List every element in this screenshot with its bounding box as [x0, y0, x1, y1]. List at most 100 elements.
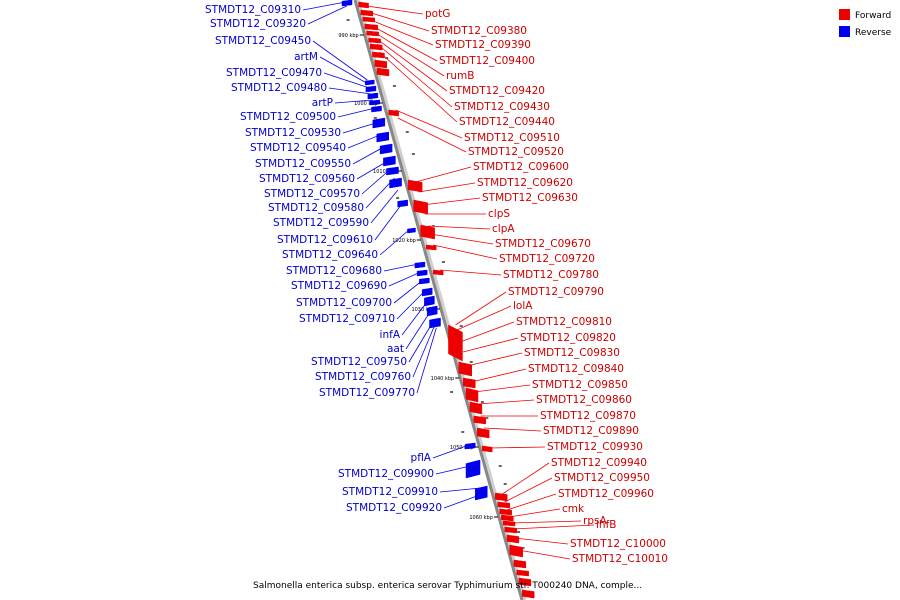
forward-gene-label[interactable]: STMDT12_C09950 — [554, 472, 650, 484]
reverse-gene-label[interactable]: STMDT12_C09500 — [240, 111, 336, 123]
reverse-gene-label[interactable]: infA — [380, 329, 401, 341]
forward-gene-label[interactable]: STMDT12_C09670 — [495, 238, 591, 250]
reverse-gene-label[interactable]: artM — [294, 51, 318, 63]
forward-gene-label[interactable]: STMDT12_C09890 — [543, 425, 639, 437]
reverse-gene[interactable] — [429, 317, 441, 329]
reverse-gene-label[interactable]: STMDT12_C09470 — [226, 67, 322, 79]
reverse-gene[interactable] — [424, 295, 435, 307]
forward-gene-label[interactable]: ihfB — [596, 519, 616, 531]
forward-gene[interactable] — [425, 244, 437, 251]
reverse-gene[interactable] — [372, 117, 386, 129]
forward-gene-label[interactable]: clpS — [488, 208, 510, 220]
forward-gene[interactable] — [388, 109, 399, 117]
forward-gene[interactable] — [420, 224, 435, 240]
forward-gene[interactable] — [360, 9, 374, 17]
forward-gene[interactable] — [374, 59, 387, 69]
gene-labels[interactable]: potG STMDT12_C09380 STMDT12_C09390 STMDT12_… — [205, 4, 668, 565]
forward-gene[interactable] — [432, 269, 444, 276]
forward-gene-label[interactable]: STMDT12_C09520 — [468, 146, 564, 158]
forward-gene[interactable] — [521, 589, 535, 599]
reverse-gene[interactable] — [386, 166, 399, 176]
forward-gene-label[interactable]: STMDT12_C09400 — [439, 55, 535, 67]
forward-gene[interactable] — [509, 544, 523, 558]
reverse-gene[interactable] — [421, 287, 433, 297]
forward-gene[interactable] — [358, 1, 369, 9]
forward-gene[interactable] — [506, 534, 520, 544]
reverse-gene-label[interactable]: STMDT12_C09900 — [338, 468, 434, 480]
reverse-gene[interactable] — [365, 79, 375, 86]
gene-arrows[interactable] — [341, 0, 535, 599]
reverse-gene-label[interactable]: STMDT12_C09560 — [259, 173, 355, 185]
reverse-gene-label[interactable]: STMDT12_C09640 — [282, 249, 378, 261]
forward-gene[interactable] — [502, 520, 516, 527]
reverse-gene[interactable] — [416, 269, 428, 277]
forward-gene-label[interactable]: STMDT12_C09380 — [431, 25, 527, 37]
reverse-gene-label[interactable]: STMDT12_C09310 — [205, 4, 301, 16]
forward-gene-label[interactable]: STMDT12_C10000 — [570, 538, 666, 550]
reverse-gene[interactable] — [407, 227, 416, 234]
reverse-gene-label[interactable]: artP — [312, 97, 333, 109]
forward-gene[interactable] — [497, 501, 510, 509]
forward-gene[interactable] — [494, 492, 508, 502]
reverse-gene-label[interactable]: STMDT12_C09540 — [250, 142, 346, 154]
reverse-gene-label[interactable]: STMDT12_C09920 — [346, 502, 442, 514]
reverse-gene[interactable] — [414, 261, 426, 269]
reverse-gene[interactable] — [365, 85, 377, 93]
reverse-gene-label[interactable]: STMDT12_C09530 — [245, 127, 341, 139]
forward-gene-label[interactable]: STMDT12_C09620 — [477, 177, 573, 189]
forward-gene-label[interactable]: STMDT12_C09510 — [464, 132, 560, 144]
forward-gene[interactable] — [499, 508, 512, 516]
reverse-gene[interactable] — [379, 143, 393, 155]
reverse-gene-label[interactable]: STMDT12_C09570 — [264, 188, 360, 200]
forward-gene-label[interactable]: STMDT12_C09850 — [532, 379, 628, 391]
forward-gene-label[interactable]: STMDT12_C10010 — [572, 553, 668, 565]
forward-gene-label[interactable]: STMDT12_C09820 — [520, 332, 616, 344]
reverse-gene-label[interactable]: STMDT12_C09690 — [291, 280, 387, 292]
forward-gene[interactable] — [518, 577, 532, 587]
reverse-gene-label[interactable]: STMDT12_C09590 — [273, 217, 369, 229]
forward-gene[interactable] — [476, 427, 490, 439]
forward-gene-label[interactable]: rumB — [446, 70, 474, 82]
reverse-gene-label[interactable]: STMDT12_C09760 — [315, 371, 411, 383]
reverse-gene-label[interactable]: STMDT12_C09770 — [319, 387, 415, 399]
reverse-gene-label[interactable]: STMDT12_C09910 — [342, 486, 438, 498]
reverse-gene[interactable] — [389, 177, 402, 189]
reverse-gene-label[interactable]: STMDT12_C09450 — [215, 35, 311, 47]
reverse-gene-label[interactable]: aat — [387, 343, 404, 355]
reverse-gene-label[interactable]: STMDT12_C09680 — [286, 265, 382, 277]
forward-gene[interactable] — [366, 30, 379, 37]
forward-gene[interactable] — [516, 569, 529, 577]
forward-gene-label[interactable]: STMDT12_C09630 — [482, 192, 578, 204]
reverse-gene-label[interactable]: pflA — [411, 452, 432, 464]
forward-gene-label[interactable]: STMDT12_C09720 — [499, 253, 595, 265]
forward-gene-label[interactable]: STMDT12_C09960 — [558, 488, 654, 500]
forward-gene-label[interactable]: STMDT12_C09870 — [540, 410, 636, 422]
forward-gene-label[interactable]: potG — [425, 8, 450, 20]
reverse-gene-label[interactable]: STMDT12_C09320 — [210, 18, 306, 30]
forward-gene-label[interactable]: STMDT12_C09830 — [524, 347, 620, 359]
forward-gene-label[interactable]: STMDT12_C09930 — [547, 441, 643, 453]
forward-gene-label[interactable]: STMDT12_C09810 — [516, 316, 612, 328]
reverse-gene[interactable] — [369, 99, 381, 106]
forward-gene[interactable] — [513, 559, 527, 569]
reverse-gene-label[interactable]: STMDT12_C09700 — [296, 297, 392, 309]
reverse-gene[interactable] — [371, 105, 382, 113]
forward-gene[interactable] — [448, 324, 463, 362]
forward-gene-label[interactable]: STMDT12_C09390 — [435, 39, 531, 51]
reverse-gene[interactable] — [383, 155, 396, 167]
reverse-gene[interactable] — [341, 0, 353, 7]
forward-gene[interactable] — [364, 23, 378, 31]
reverse-gene-label[interactable]: STMDT12_C09610 — [277, 234, 373, 246]
forward-gene[interactable] — [504, 526, 517, 534]
forward-gene[interactable] — [473, 415, 487, 425]
forward-gene[interactable] — [481, 445, 493, 453]
forward-gene-label[interactable]: clpA — [492, 223, 515, 235]
forward-gene-label[interactable]: STMDT12_C09420 — [449, 85, 545, 97]
forward-gene[interactable] — [462, 377, 476, 389]
reverse-gene-label[interactable]: STMDT12_C09480 — [231, 82, 327, 94]
reverse-gene[interactable] — [465, 442, 476, 450]
forward-gene-label[interactable]: rpsA — [583, 515, 607, 527]
reverse-gene[interactable] — [419, 277, 430, 285]
reverse-gene-label[interactable]: STMDT12_C09710 — [299, 313, 395, 325]
